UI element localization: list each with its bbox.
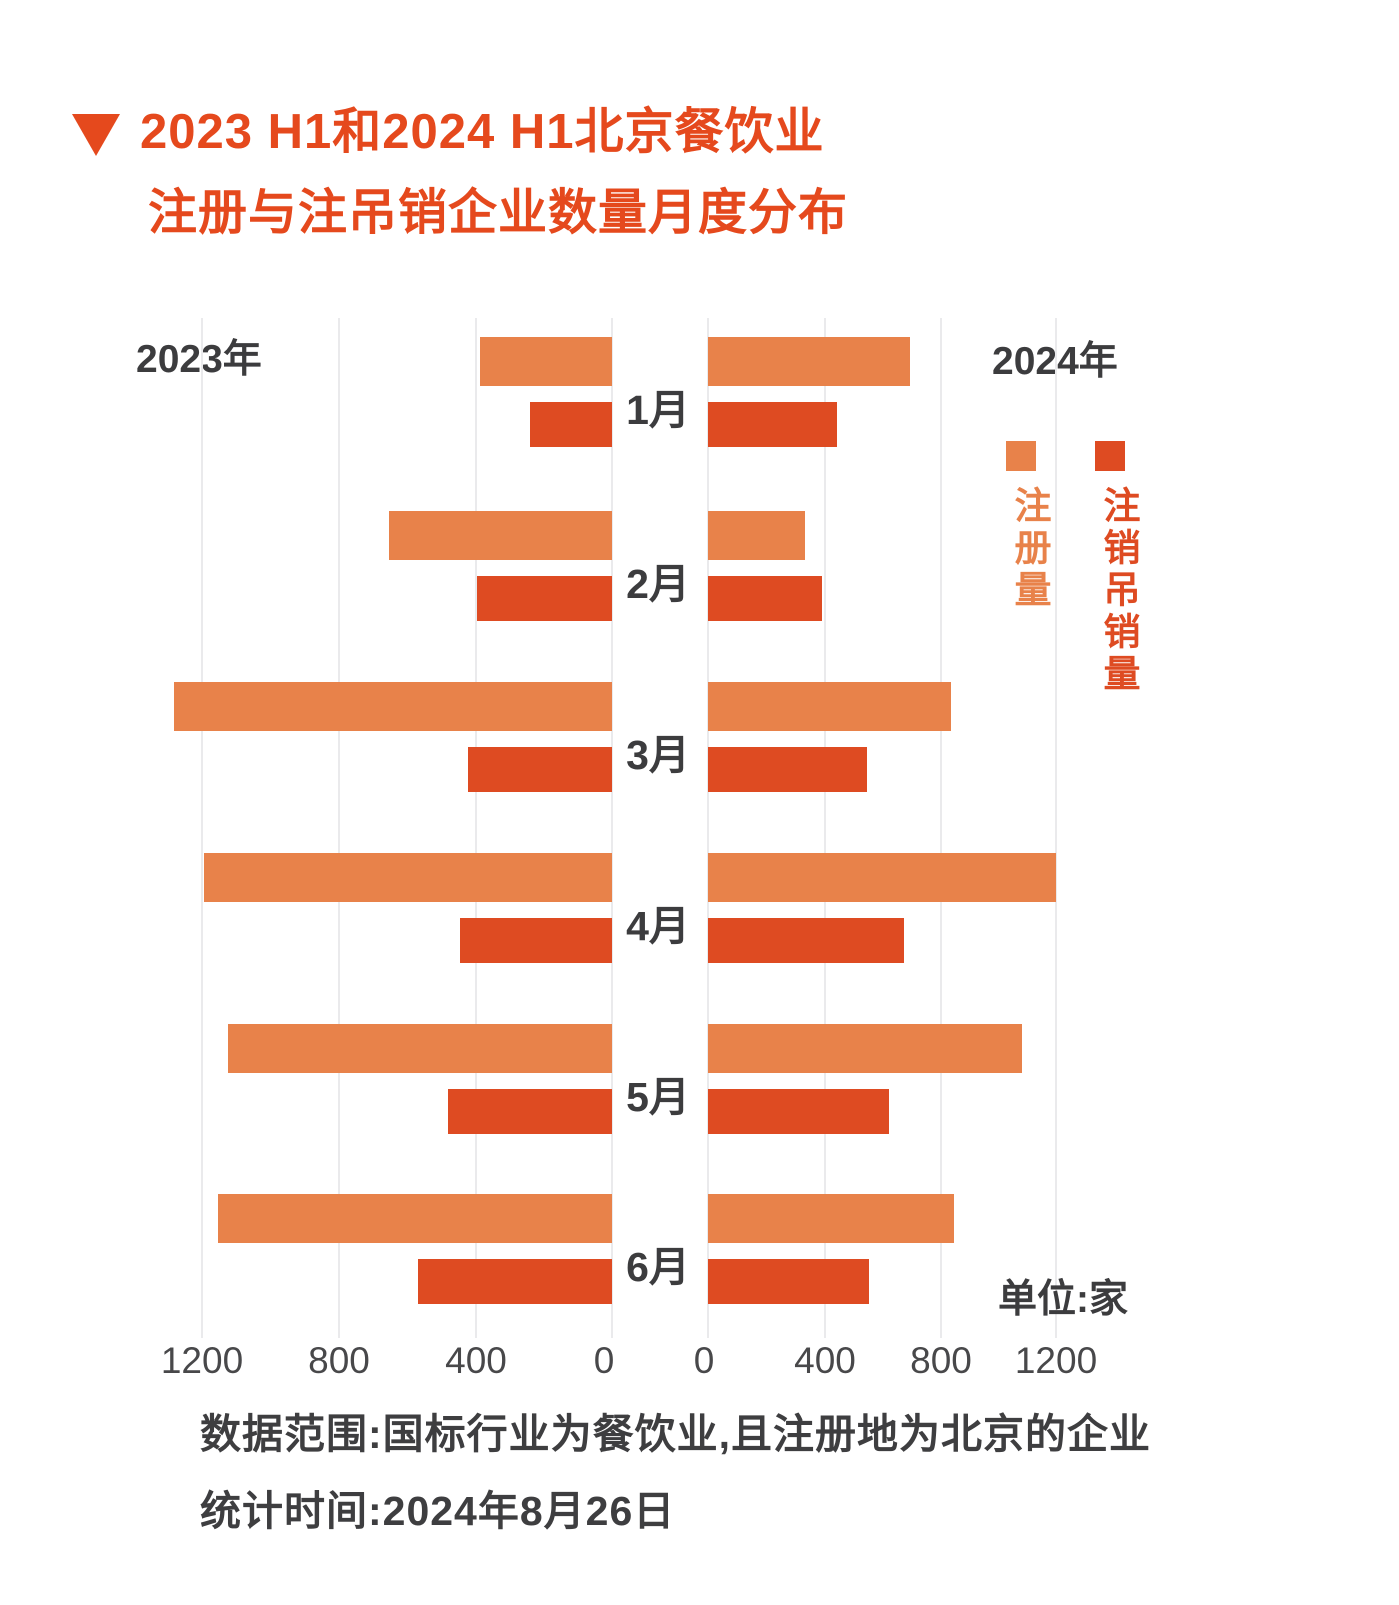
bar-2024-dereg-3月 — [708, 747, 867, 792]
chart-title: 2023 H1和2024 H1北京餐饮业 注册与注吊销企业数量月度分布 — [140, 92, 848, 254]
tick-left-800: 800 — [308, 1340, 370, 1381]
bar-2023-dereg-3月 — [468, 747, 612, 792]
gridline — [338, 318, 340, 1338]
tick-left-0: 0 — [593, 1340, 615, 1381]
gridline — [201, 318, 203, 1338]
tick-left-400: 400 — [445, 1340, 507, 1381]
bar-2024-reg-3月 — [708, 682, 951, 731]
bar-2023-reg-1月 — [480, 337, 612, 386]
gridline — [824, 318, 826, 1338]
bar-2023-reg-5月 — [228, 1024, 612, 1073]
month-label-3月: 3月 — [626, 732, 690, 778]
chart-title-line1: 2023 H1和2024 H1北京餐饮业 — [140, 105, 825, 159]
month-label-4月: 4月 — [626, 903, 690, 949]
month-label-1月: 1月 — [626, 387, 690, 433]
bar-2024-reg-2月 — [708, 511, 805, 560]
chart-title-line2: 注册与注吊销企业数量月度分布 — [148, 186, 849, 240]
year-label-2024: 2024年 — [992, 340, 1118, 383]
bar-2023-dereg-1月 — [530, 402, 612, 447]
legend-label-registered: 注册量 — [1009, 486, 1050, 612]
footer-note: 数据范围:国标行业为餐饮业,且注册地为北京的企业 统计时间:2024年8月26日 — [200, 1396, 1151, 1550]
unit-label: 单位:家 — [998, 1278, 1128, 1321]
gridline — [611, 318, 613, 1338]
tick-left-1200: 1200 — [160, 1340, 244, 1381]
bar-2023-dereg-6月 — [418, 1259, 612, 1304]
bar-2024-dereg-1月 — [708, 402, 837, 447]
bar-2023-dereg-2月 — [477, 576, 612, 621]
bar-2023-reg-4月 — [204, 853, 612, 902]
legend-swatch-registered — [1006, 441, 1036, 471]
month-label-6月: 6月 — [626, 1244, 690, 1290]
month-label-2月: 2月 — [626, 561, 690, 607]
tick-right-1200: 1200 — [1014, 1340, 1098, 1381]
bar-2023-dereg-4月 — [460, 918, 612, 963]
tick-right-0: 0 — [693, 1340, 715, 1381]
bar-2024-reg-5月 — [708, 1024, 1022, 1073]
bar-2024-reg-4月 — [708, 853, 1056, 902]
bar-2024-reg-6月 — [708, 1194, 954, 1243]
legend-swatch-deregistered — [1095, 441, 1125, 471]
title-marker-triangle-icon — [72, 114, 120, 156]
month-label-5月: 5月 — [626, 1074, 690, 1120]
bar-2023-reg-6月 — [218, 1194, 612, 1243]
gridline — [940, 318, 942, 1338]
tick-right-800: 800 — [910, 1340, 972, 1381]
gridline — [707, 318, 709, 1338]
bar-2024-reg-1月 — [708, 337, 910, 386]
bar-2024-dereg-2月 — [708, 576, 822, 621]
year-label-2023: 2023年 — [136, 338, 262, 381]
footer-line1: 数据范围:国标行业为餐饮业,且注册地为北京的企业 — [200, 1411, 1152, 1457]
gridline — [475, 318, 477, 1338]
gridline — [1055, 318, 1057, 1338]
tick-right-400: 400 — [794, 1340, 856, 1381]
legend-label-deregistered: 注销吊销量 — [1098, 486, 1139, 696]
bar-2024-dereg-4月 — [708, 918, 904, 963]
footer-line2: 统计时间:2024年8月26日 — [200, 1488, 676, 1534]
bar-2024-dereg-6月 — [708, 1259, 869, 1304]
bar-2023-reg-3月 — [174, 682, 612, 731]
bar-2023-dereg-5月 — [448, 1089, 612, 1134]
bar-2023-reg-2月 — [389, 511, 612, 560]
bar-2024-dereg-5月 — [708, 1089, 889, 1134]
